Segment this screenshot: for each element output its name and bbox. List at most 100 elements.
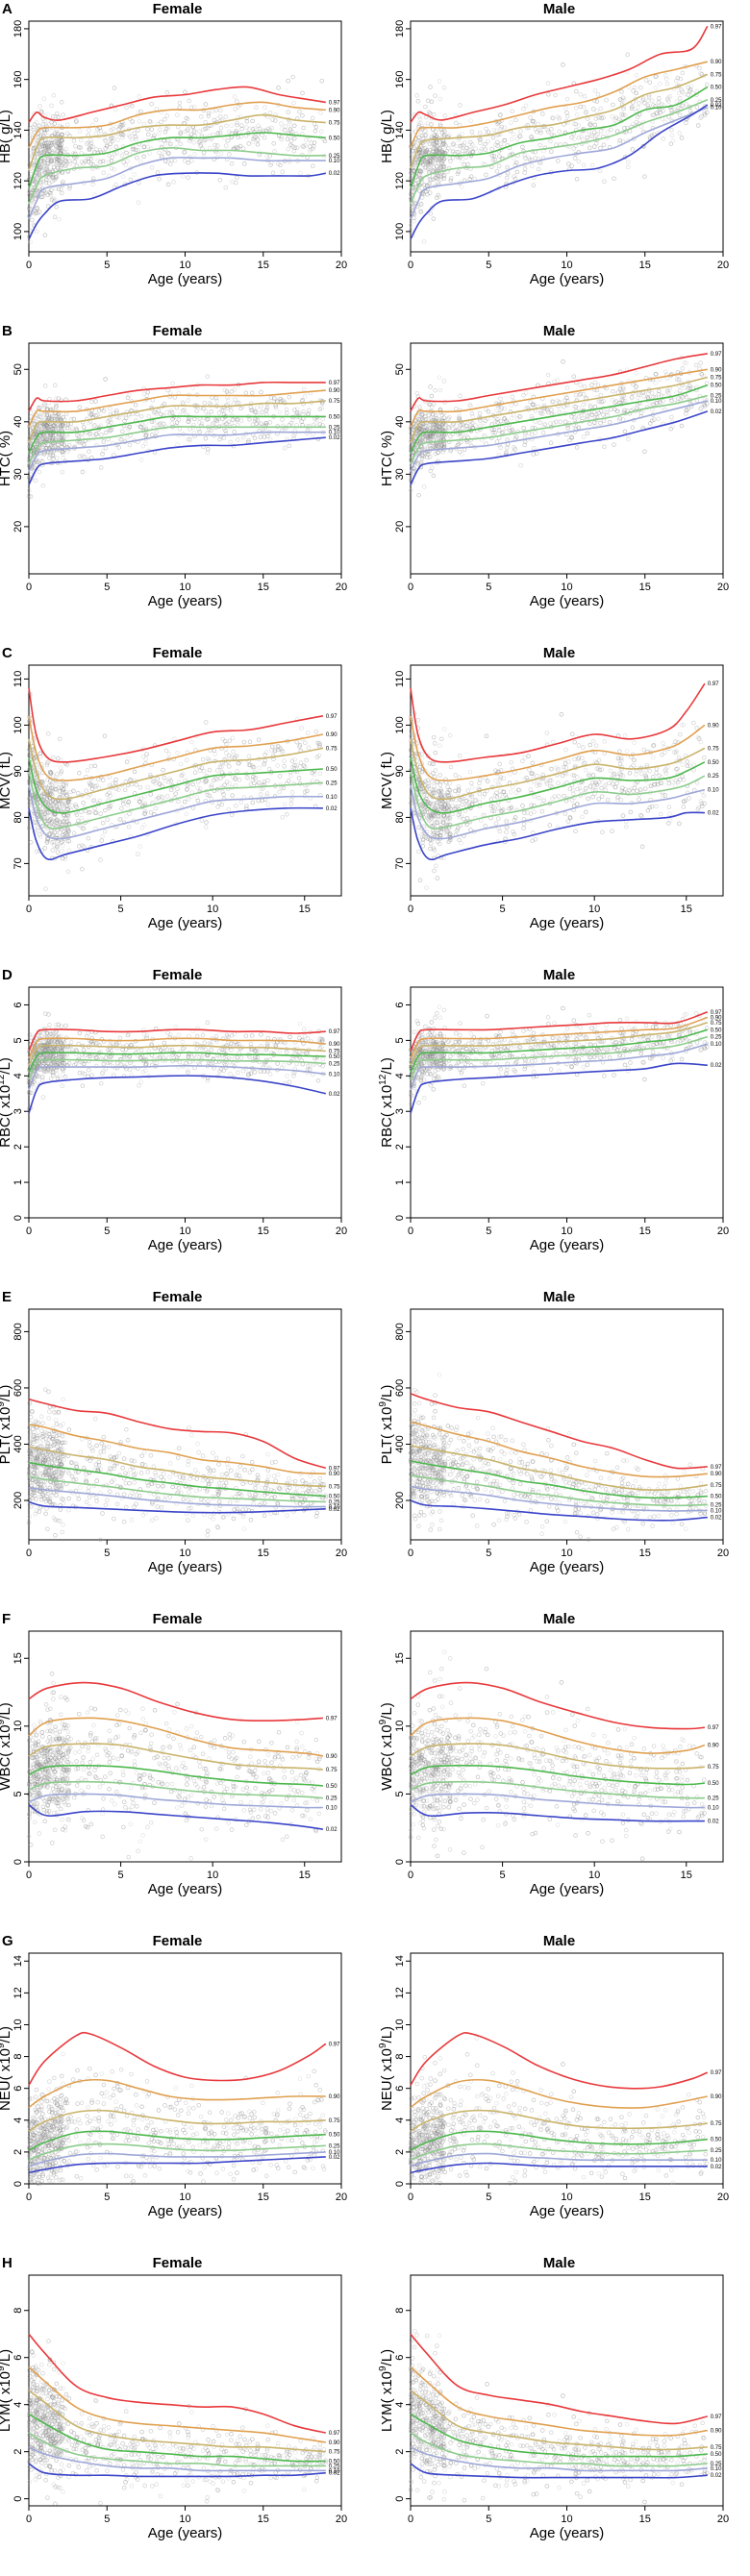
- scatter-point: [192, 431, 196, 434]
- scatter-point: [56, 851, 60, 855]
- scatter-point: [510, 121, 513, 125]
- scatter-point: [134, 135, 138, 138]
- scatter-point: [242, 162, 246, 166]
- percentile-label: 0.90: [329, 388, 340, 394]
- scatter-point: [549, 441, 553, 445]
- scatter-point: [233, 431, 237, 434]
- scatter-point: [53, 215, 57, 219]
- y-tick-label: 30: [12, 468, 24, 480]
- scatter-point: [233, 95, 237, 99]
- scatter-point: [588, 146, 591, 150]
- scatter-point: [558, 410, 562, 414]
- scatter-point: [565, 114, 569, 118]
- scatter-point: [251, 423, 255, 427]
- scatter-point: [623, 430, 627, 433]
- scatter-point: [50, 120, 54, 124]
- x-tick-label: 15: [639, 260, 651, 271]
- percentile-label: 0.02: [329, 171, 340, 177]
- x-tick-label: 5: [104, 260, 110, 271]
- panel-b: B Female0.970.900.750.500.250.100.020 5 10 1…: [0, 323, 729, 609]
- x-tick-label: 20: [717, 260, 729, 271]
- scatter-point: [583, 94, 587, 98]
- scatter-point: [142, 392, 146, 396]
- y-tick-label: 120: [12, 172, 24, 189]
- scatter-point: [603, 180, 607, 184]
- y-tick-label: 140: [394, 121, 406, 138]
- scatter-point: [176, 113, 180, 117]
- scatter-point: [100, 433, 104, 437]
- scatter-point: [579, 384, 583, 387]
- scatter-point: [495, 169, 499, 173]
- scatter-point: [490, 147, 494, 151]
- scatter-point: [556, 160, 560, 163]
- scatter-point: [675, 100, 679, 104]
- scatter-point: [208, 768, 212, 772]
- scatter-point: [238, 778, 241, 781]
- scatter-point: [150, 102, 154, 106]
- scatter-point: [142, 122, 146, 126]
- scatter-point: [112, 87, 116, 90]
- percentile-curve-p97: [411, 26, 708, 122]
- scatter-point: [52, 93, 56, 97]
- scatter-point: [474, 147, 478, 151]
- scatter-point: [631, 426, 635, 430]
- scatter-point: [499, 397, 503, 401]
- scatter-point: [582, 403, 586, 407]
- scatter-point: [540, 112, 544, 116]
- scatter-point: [113, 108, 117, 111]
- x-tick-label: 15: [258, 582, 269, 593]
- scatter-point: [460, 185, 463, 188]
- scatter-point: [124, 416, 128, 420]
- scatter-point: [292, 124, 296, 128]
- scatter-point: [111, 156, 114, 160]
- scatter-point: [117, 416, 121, 420]
- scatter-point: [319, 111, 323, 114]
- scatter-point: [457, 170, 461, 174]
- scatter-point: [60, 191, 63, 195]
- scatter-point: [599, 393, 603, 397]
- x-tick-label: 0: [26, 582, 32, 593]
- scatter-point: [144, 421, 148, 425]
- y-tick-label: 100: [12, 223, 24, 240]
- scatter-point: [662, 137, 665, 141]
- scatter-point: [139, 414, 143, 418]
- scatter-point: [301, 113, 305, 117]
- scatter-point: [114, 183, 118, 186]
- scatter-point: [204, 409, 208, 413]
- panel-a: A Female0.970.900.750.500.250.100.020 5 10 1…: [0, 1, 729, 287]
- scatter-point: [449, 434, 453, 438]
- scatter-point: [586, 401, 589, 405]
- scatter-point: [102, 171, 106, 175]
- scatter-point: [461, 149, 464, 153]
- scatter-point: [650, 391, 654, 395]
- scatter-point: [234, 398, 238, 402]
- scatter-point: [665, 377, 669, 381]
- scatter-point: [65, 426, 69, 430]
- scatter-point: [253, 436, 257, 440]
- scatter-point: [311, 147, 314, 151]
- scatter-point: [602, 143, 606, 147]
- scatter-point: [511, 395, 514, 399]
- scatter-point: [176, 787, 180, 791]
- scatter-point: [657, 417, 661, 421]
- scatter-point: [188, 99, 191, 103]
- scatter-point: [256, 142, 260, 146]
- scatter-point: [442, 380, 446, 384]
- x-tick-label: 15: [258, 260, 269, 271]
- x-tick-label: 10: [179, 260, 190, 271]
- scatter-point: [196, 780, 200, 783]
- scatter-point: [220, 771, 224, 775]
- scatter-point: [627, 437, 631, 441]
- scatter-point: [451, 423, 455, 427]
- scatter-point: [94, 400, 98, 404]
- scatter-point: [117, 788, 121, 792]
- scatter-point: [259, 435, 262, 439]
- scatter-point: [626, 160, 630, 163]
- scatter-point: [438, 376, 441, 380]
- scatter-point: [203, 401, 207, 405]
- scatter-point: [549, 139, 553, 143]
- y-tick-label: 180: [12, 20, 24, 37]
- scatter-point: [160, 120, 163, 124]
- scatter-point: [146, 390, 150, 394]
- scatter-point: [565, 97, 569, 101]
